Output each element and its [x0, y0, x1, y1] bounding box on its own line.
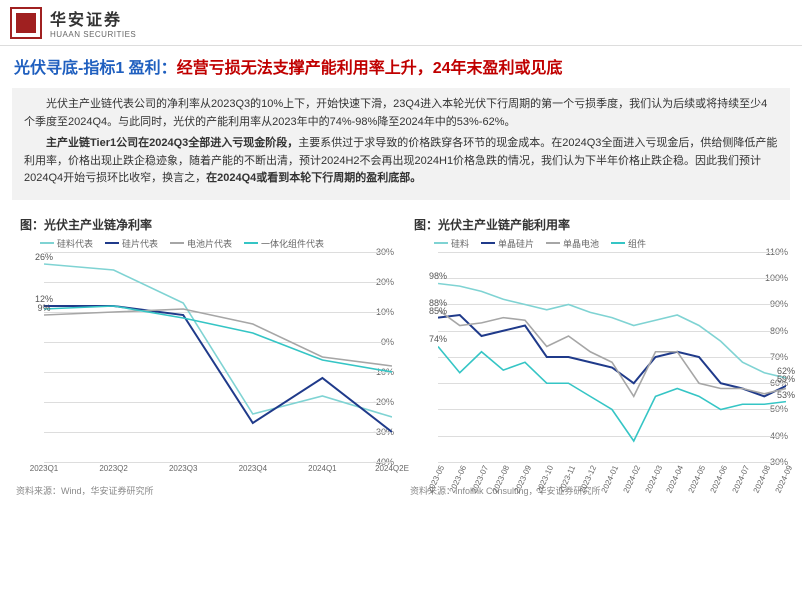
logo-cn: 华安证券	[50, 6, 136, 30]
page-title: 光伏寻底-指标1 盈利：经营亏损无法支撑产能利用率上升，24年末盈利或见底	[0, 46, 802, 82]
title-seg2: 经营亏损无法支撑产能利用率上升，24年末盈利或见底	[177, 60, 563, 77]
intro-box: 光伏主产业链代表公司的净利率从2023Q3的10%上下，开始快速下滑，23Q4进…	[12, 88, 790, 200]
chart-left: 图：光伏主产业链净利率 硅料代表硅片代表电池片代表一体化组件代表 -40%-30…	[12, 210, 396, 497]
p1b: 与此同时，光伏的产能利用率从2023年中的74%-98%降至2024年中的53%…	[118, 116, 515, 128]
chart1-source: 资料来源：Wind，华安证券研究所	[16, 484, 396, 497]
chart2-legend: 硅料单晶硅片单晶电池组件	[434, 237, 790, 250]
p2c: 在2024Q4或看到本轮下行周期的盈利底部。	[206, 172, 421, 184]
header: 华安证券 HUAAN SECURITIES	[0, 0, 802, 46]
title-seg1: 光伏寻底-指标1 盈利：	[14, 60, 177, 77]
logo-icon	[10, 7, 42, 39]
chart2-plot: 30%40%50%60%70%80%90%100%110%2023-052023…	[406, 252, 790, 482]
chart1-title: 图：光伏主产业链净利率	[20, 216, 396, 233]
chart1-legend: 硅料代表硅片代表电池片代表一体化组件代表	[40, 237, 396, 250]
chart1-plot: -40%-30%-20%-10%0%10%20%30%2023Q12023Q22…	[12, 252, 396, 482]
chart-right: 图：光伏主产业链产能利用率 硅料单晶硅片单晶电池组件 30%40%50%60%7…	[406, 210, 790, 497]
charts-row: 图：光伏主产业链净利率 硅料代表硅片代表电池片代表一体化组件代表 -40%-30…	[0, 206, 802, 497]
p2a: 主产业链Tier1公司在2024Q3全部进入亏现金阶段，	[46, 137, 298, 149]
chart2-title: 图：光伏主产业链产能利用率	[414, 216, 790, 233]
logo-en: HUAAN SECURITIES	[50, 30, 136, 39]
